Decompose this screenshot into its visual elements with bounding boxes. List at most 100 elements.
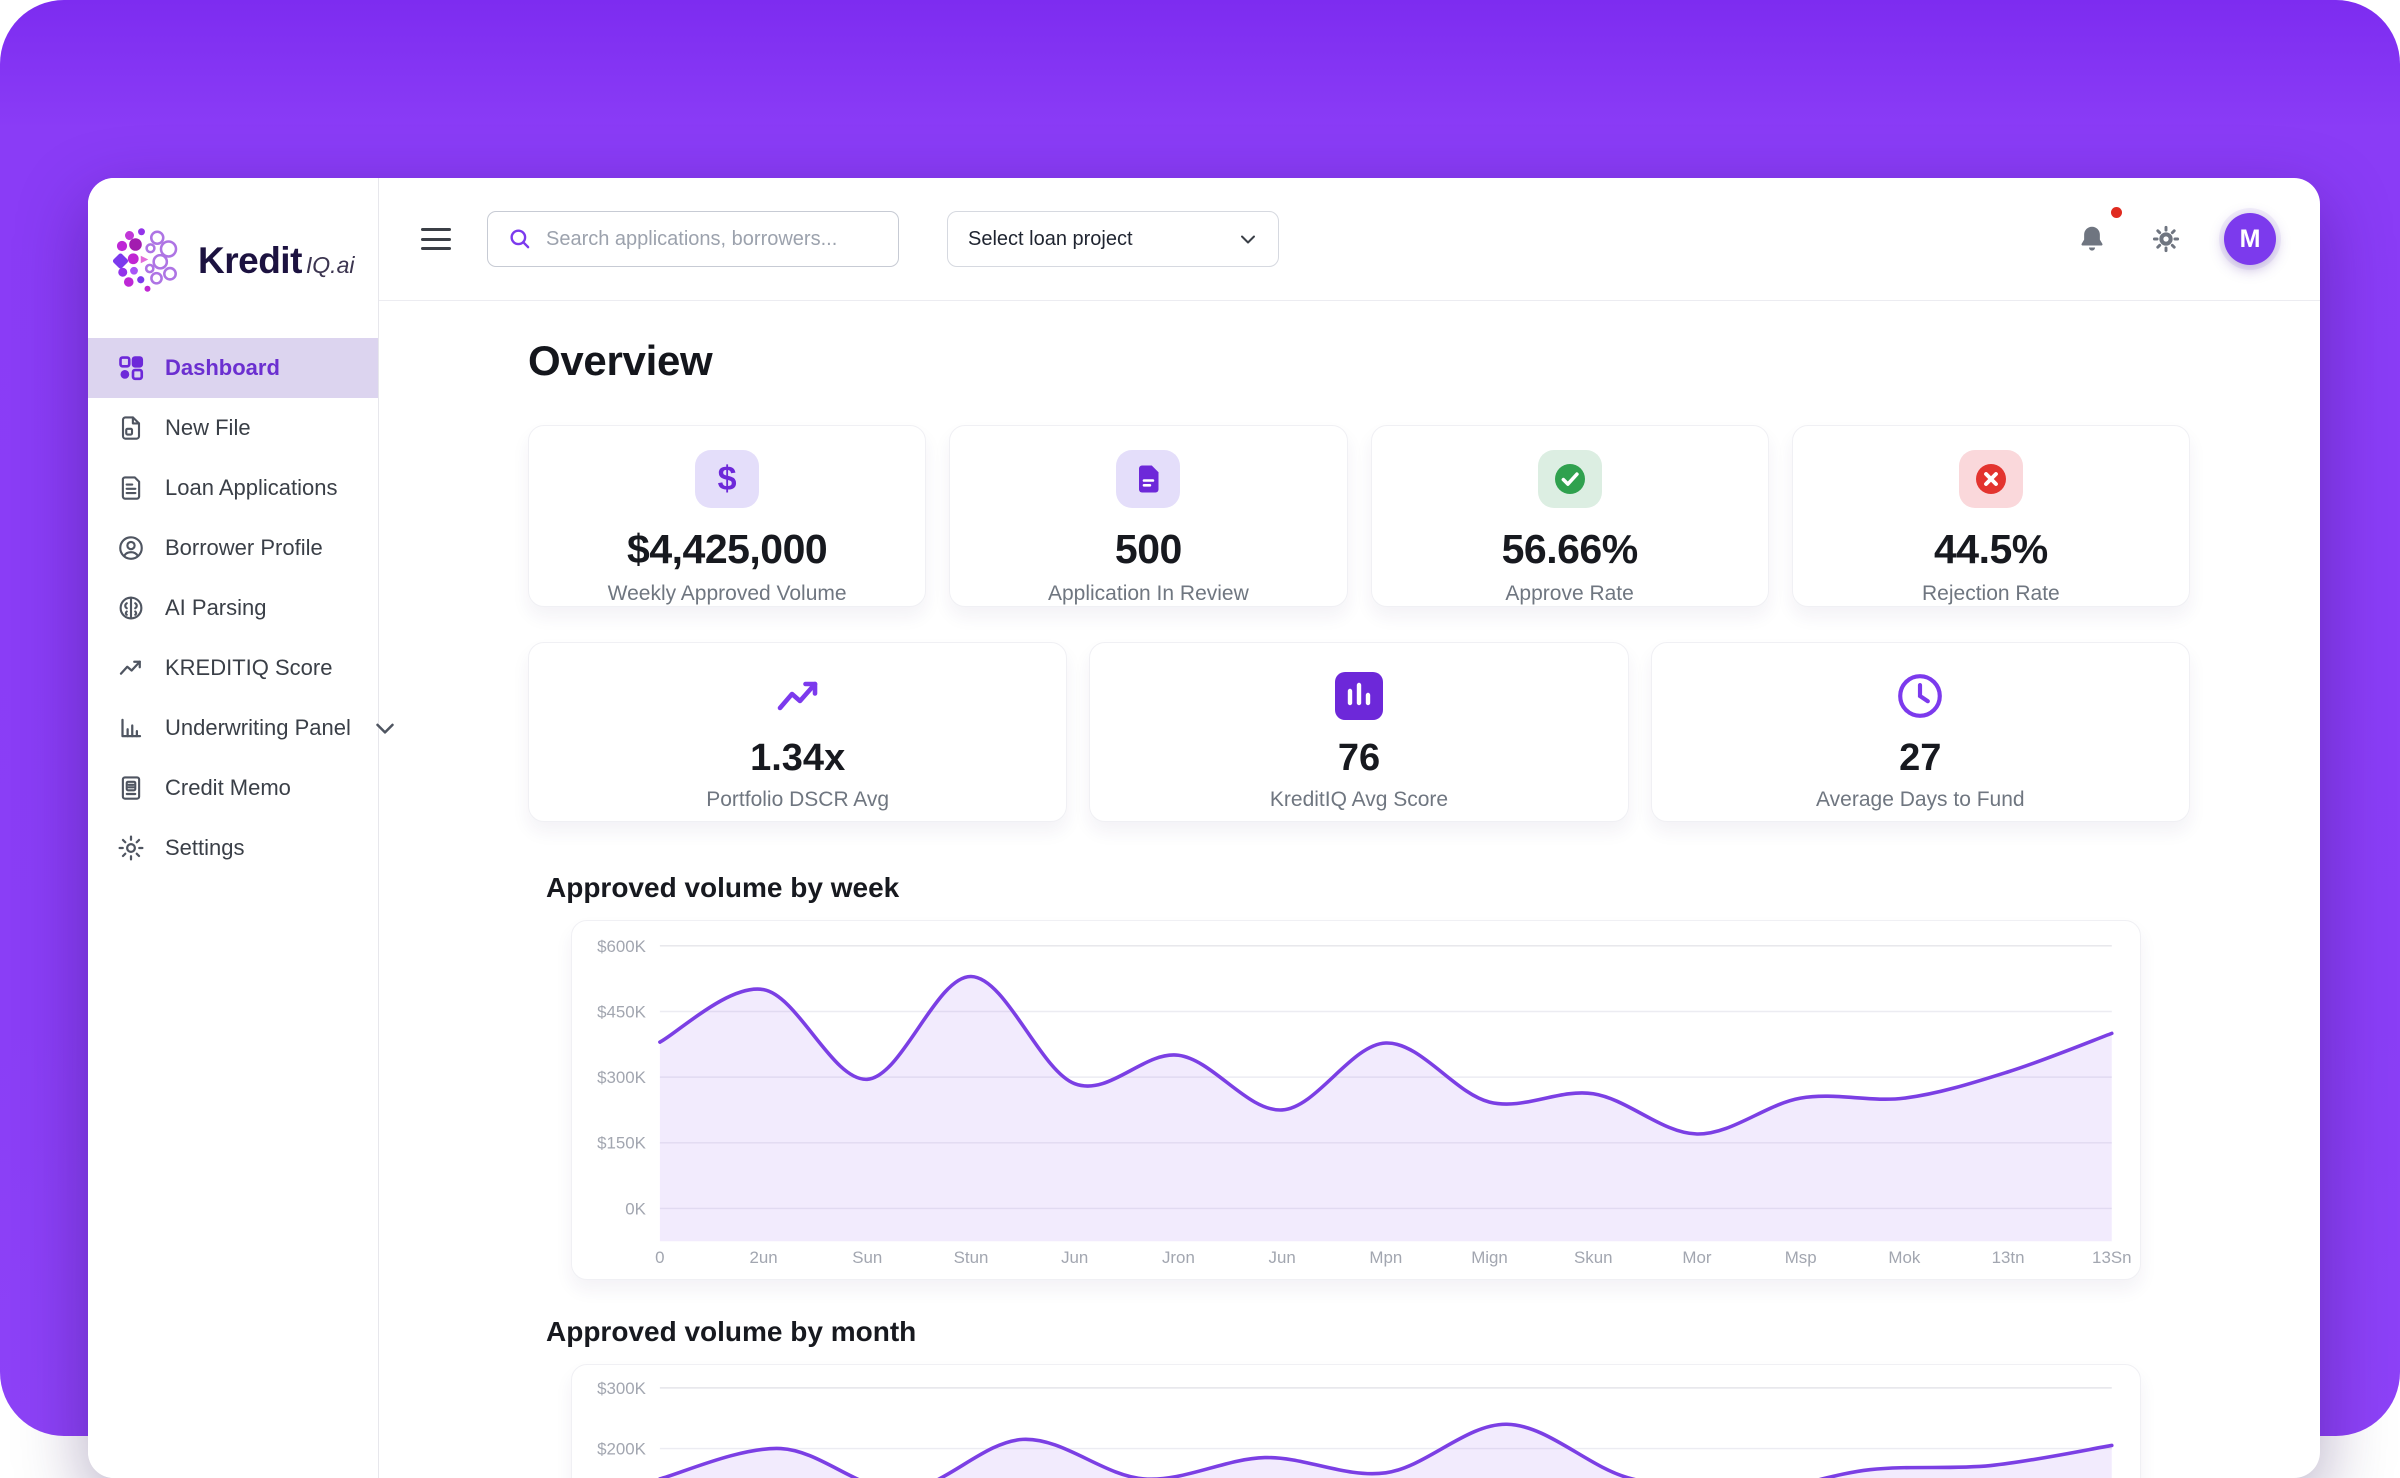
stat-label: Average Days to Fund	[1816, 788, 2025, 811]
stat-card-rejection-rate: 44.5% Rejection Rate	[1791, 425, 2190, 607]
svg-text:Jron: Jron	[1162, 1248, 1195, 1267]
svg-text:0: 0	[655, 1248, 664, 1267]
stat-value: 56.66%	[1501, 526, 1639, 572]
svg-text:Skun: Skun	[1574, 1248, 1612, 1267]
brand-name: Kredit	[198, 240, 302, 281]
dollar-icon: $	[695, 450, 760, 508]
trend-arrow-icon	[772, 671, 824, 721]
notification-dot	[2111, 207, 2122, 218]
sidebar-item-kreditiq-score[interactable]: KREDITIQ Score	[88, 638, 378, 698]
stat-value: $4,425,000	[627, 526, 828, 572]
brain-dots-logo-icon	[112, 228, 178, 292]
stat-card-approve-rate: 56.66% Approve Rate	[1370, 425, 1769, 607]
sidebar-item-label: Dashboard	[165, 355, 280, 380]
page-title: Overview	[528, 337, 713, 384]
stat-label: Weekly Approved Volume	[607, 582, 847, 605]
weekly-chart-title: Approved volume by week	[546, 872, 900, 903]
sidebar-item-label: Loan Applications	[165, 475, 338, 500]
new-file-icon	[121, 416, 141, 440]
sidebar-item-credit-memo[interactable]: Credit Memo	[88, 758, 378, 818]
sidebar-item-label: Credit Memo	[165, 775, 291, 800]
sidebar: Kredit IQ.ai Dashboard New File	[88, 178, 394, 1478]
sidebar-item-loan-applications[interactable]: Loan Applications	[88, 458, 378, 518]
svg-text:$150K: $150K	[597, 1134, 647, 1153]
sidebar-item-new-file[interactable]: New File	[88, 398, 378, 458]
app-window: Kredit IQ.ai Dashboard New File	[88, 178, 2320, 1478]
svg-text:Mor: Mor	[1682, 1248, 1711, 1267]
brain-icon	[119, 596, 143, 620]
monthly-chart-section: Approved volume by month $300K $200K	[528, 1316, 2190, 1478]
svg-text:$200K: $200K	[597, 1440, 647, 1459]
sidebar-item-label: AI Parsing	[165, 595, 267, 620]
topbar: Select loan project	[379, 178, 2320, 301]
svg-text:0K: 0K	[625, 1199, 646, 1218]
brand-suffix: IQ.ai	[305, 252, 355, 278]
stat-card-average-days-to-fund: 27 Average Days to Fund	[1650, 642, 2190, 822]
hamburger-menu-button[interactable]	[421, 228, 451, 250]
svg-text:Mign: Mign	[1471, 1248, 1508, 1267]
document-lines-icon	[121, 476, 141, 500]
weekly-chart-section: Approved volume by week $600K $450K $300K $…	[528, 872, 2190, 1280]
sidebar-item-settings[interactable]: Settings	[88, 818, 378, 878]
document-icon	[1116, 450, 1181, 508]
sidebar-item-ai-parsing[interactable]: AI Parsing	[88, 578, 378, 638]
svg-text:13Sn: 13Sn	[2092, 1248, 2131, 1267]
sidebar-item-underwriting-panel[interactable]: Underwriting Panel	[88, 698, 394, 758]
chevron-down-icon	[376, 723, 394, 734]
sidebar-item-borrower-profile[interactable]: Borrower Profile	[88, 518, 378, 578]
loan-project-select[interactable]: Select loan project	[947, 211, 1279, 267]
bar-chart-icon	[121, 718, 142, 738]
bar-chart-icon	[1334, 671, 1383, 721]
settings-button[interactable]	[2150, 223, 2182, 255]
user-avatar[interactable]: M	[2224, 213, 2276, 265]
monthly-chart-title: Approved volume by month	[546, 1316, 917, 1347]
stat-value: 44.5%	[1933, 526, 2048, 572]
weekly-chart-card: $600K $450K $300K $150K 0K 0 2un Sun Stun Jun Jron…	[571, 920, 2141, 1280]
gear-icon	[2152, 225, 2180, 253]
brand-logo: Kredit IQ.ai	[88, 178, 378, 338]
search-field-wrap	[487, 211, 899, 267]
check-circle-icon	[1537, 450, 1602, 508]
sidebar-item-label: Borrower Profile	[165, 535, 323, 560]
user-circle-icon	[119, 536, 143, 560]
memo-icon	[121, 776, 141, 800]
weekly-area-chart: $600K $450K $300K $150K 0K 0 2un Sun Stun Jun Jron…	[597, 937, 2131, 1267]
svg-text:$600K: $600K	[597, 937, 647, 956]
x-circle-icon	[1958, 450, 2023, 508]
clock-icon	[1895, 671, 1945, 721]
gear-icon	[118, 835, 144, 861]
svg-text:Mpn: Mpn	[1369, 1248, 1402, 1267]
stat-card-kreditiq-avg-score: 76 KreditIQ Avg Score	[1089, 642, 1629, 822]
sidebar-item-label: Underwriting Panel	[165, 715, 351, 740]
stat-value: 500	[1114, 526, 1182, 572]
bell-icon	[2081, 226, 2103, 251]
stats-row-1: $ $4,425,000 Weekly Approved Volume 500 …	[528, 425, 2190, 607]
trending-up-icon	[119, 660, 141, 675]
stat-card-weekly-approved-volume: $ $4,425,000 Weekly Approved Volume	[528, 425, 927, 607]
svg-text:Msp: Msp	[1785, 1248, 1817, 1267]
search-icon	[510, 229, 530, 249]
loan-project-select-value: Select loan project	[968, 227, 1133, 250]
stat-value: 1.34x	[750, 737, 846, 779]
search-input[interactable]	[487, 211, 899, 267]
svg-text:Jun: Jun	[1061, 1248, 1088, 1267]
notifications-button[interactable]	[2076, 207, 2122, 255]
sidebar-nav: Dashboard New File Loan Applications	[88, 338, 394, 878]
stat-label: Approve Rate	[1505, 582, 1634, 605]
stat-value: 27	[1899, 737, 1942, 779]
dashboard-grid-icon	[119, 356, 144, 381]
stat-value: 76	[1337, 737, 1381, 779]
svg-text:$300K: $300K	[597, 1379, 647, 1398]
svg-text:Mok: Mok	[1888, 1248, 1920, 1267]
svg-text:Jun: Jun	[1269, 1248, 1296, 1267]
stats-row-2: 1.34x Portfolio DSCR Avg 76 KreditIQ Avg…	[528, 642, 2190, 822]
sidebar-item-label: New File	[165, 415, 251, 440]
stat-label: Portfolio DSCR Avg	[706, 788, 890, 811]
main-area: Select loan project	[379, 178, 2320, 1478]
svg-text:Sun: Sun	[852, 1248, 882, 1267]
sidebar-item-label: KREDITIQ Score	[165, 655, 333, 680]
sidebar-item-dashboard[interactable]: Dashboard	[88, 338, 378, 398]
monthly-chart-card: $300K $200K	[571, 1364, 2141, 1478]
svg-text:2un: 2un	[750, 1248, 778, 1267]
svg-text:$300K: $300K	[597, 1068, 647, 1087]
